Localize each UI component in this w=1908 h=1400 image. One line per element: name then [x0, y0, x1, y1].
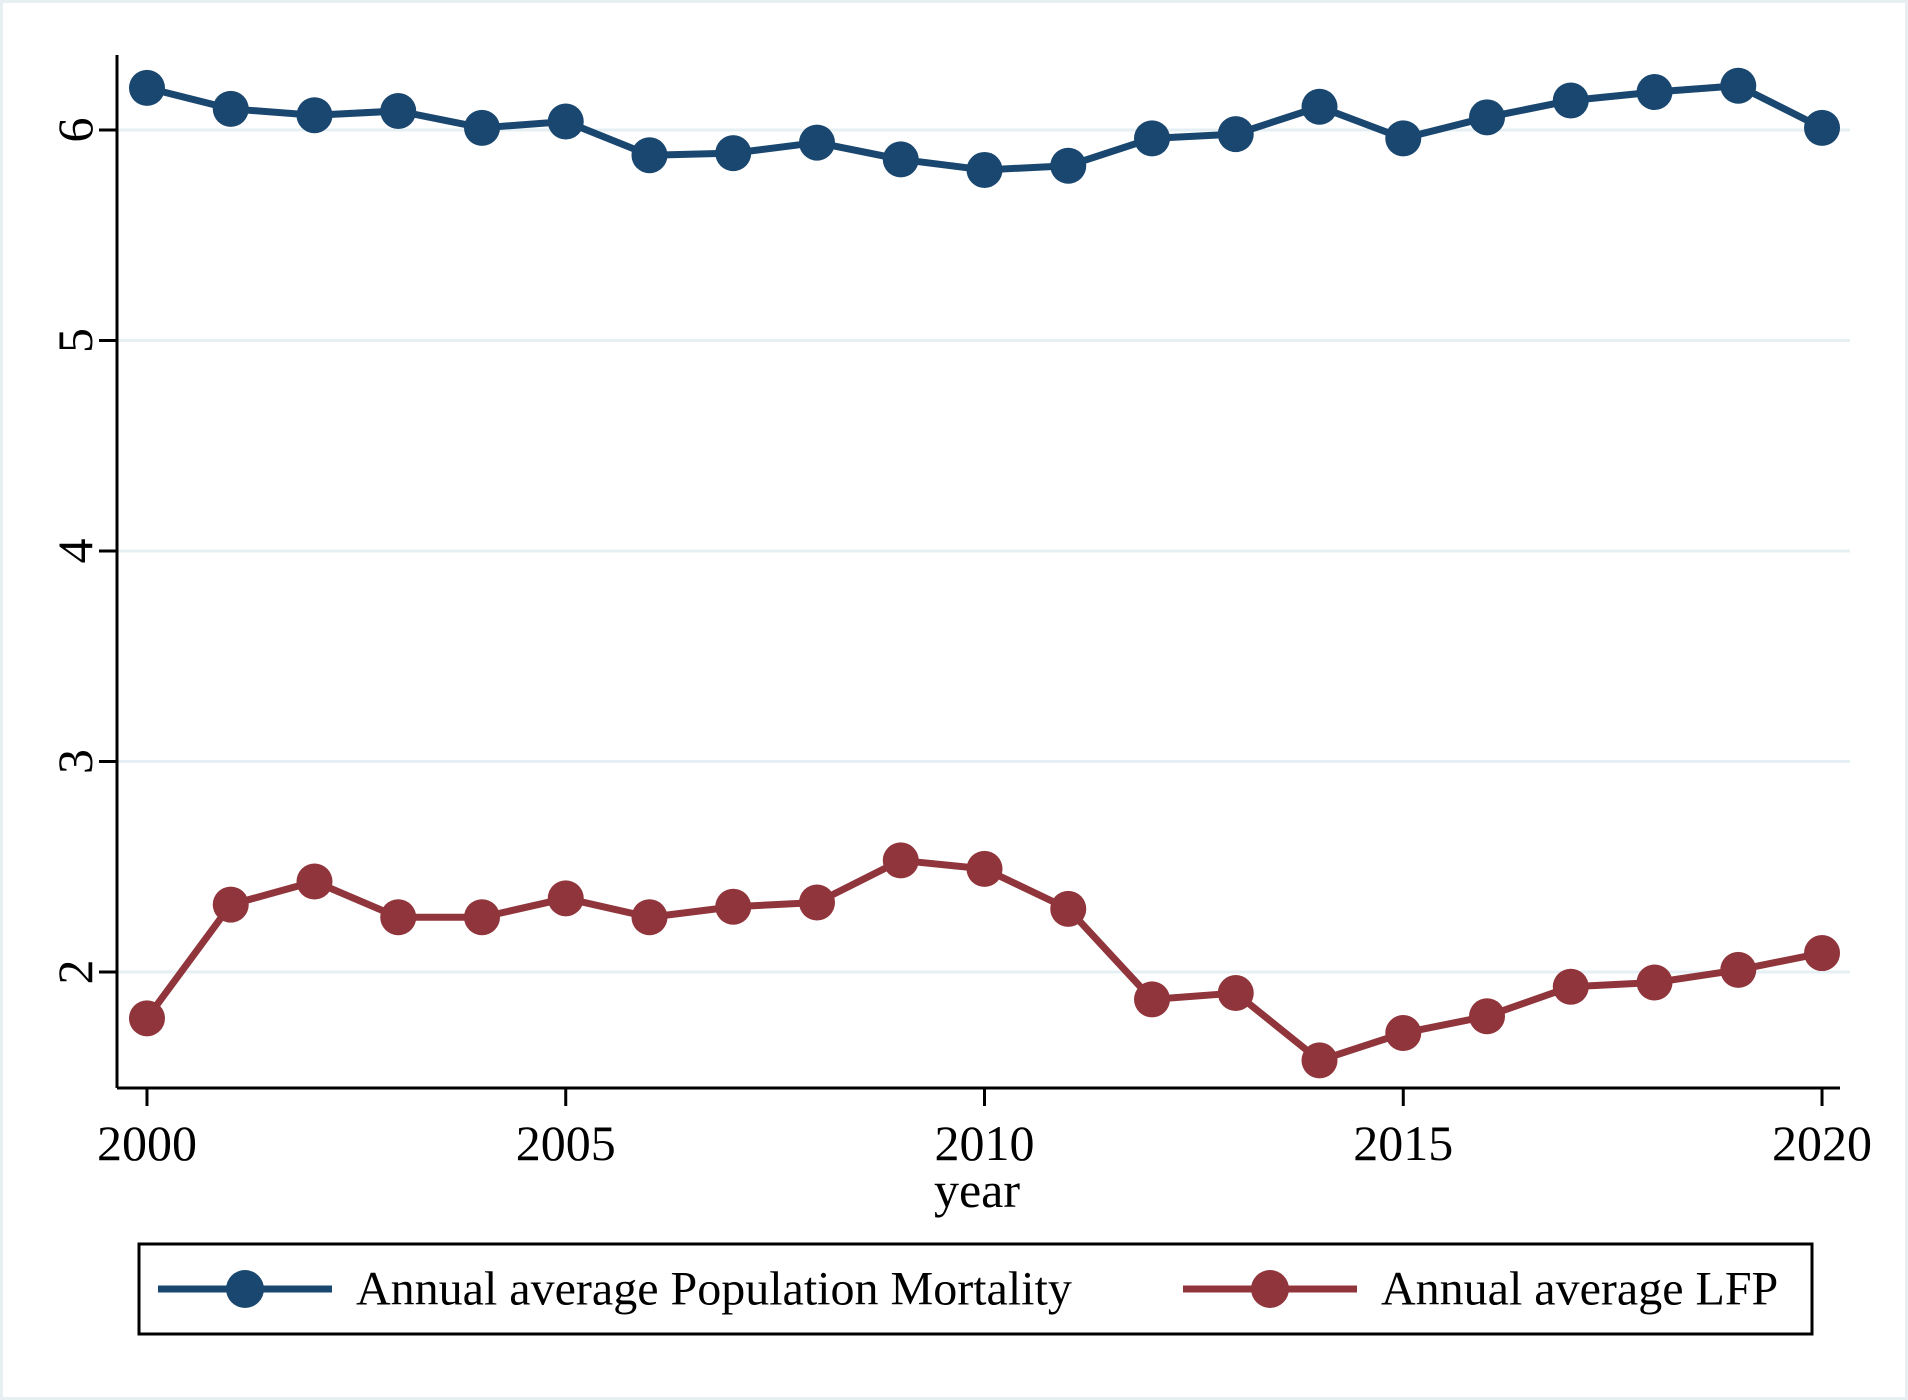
data-point-marker [463, 109, 500, 146]
data-point-marker [1720, 951, 1757, 988]
data-point-marker [715, 135, 752, 172]
data-point-marker [212, 886, 249, 923]
y-tick-label: 6 [47, 117, 103, 142]
data-point-marker [1636, 964, 1673, 1001]
data-point-marker [882, 842, 919, 879]
data-point-marker [715, 888, 752, 925]
data-point-marker [128, 69, 165, 106]
data-point-marker [631, 899, 668, 936]
data-point-marker [1385, 120, 1422, 157]
data-point-marker [212, 90, 249, 127]
legend-marker-population-mortality [226, 1270, 264, 1308]
data-point-marker [1217, 975, 1254, 1012]
data-point-marker [1301, 88, 1338, 125]
y-tick-label: 5 [47, 328, 103, 353]
data-point-marker [631, 137, 668, 174]
legend-label-population-mortality: Annual average Population Mortality [356, 1263, 1072, 1316]
data-point-marker [1050, 890, 1087, 927]
axes [115, 55, 1840, 1090]
data-point-marker [882, 141, 919, 178]
data-point-marker [547, 103, 584, 140]
data-point-marker [463, 899, 500, 936]
y-tick-label: 3 [47, 749, 103, 774]
data-point-marker [128, 1000, 165, 1037]
data-point-marker [1385, 1015, 1422, 1052]
data-point-marker [1050, 147, 1087, 184]
data-series [128, 67, 1841, 1079]
data-point-marker [1804, 935, 1841, 972]
data-point-marker [966, 151, 1003, 188]
x-axis-title: year [934, 1162, 1020, 1218]
x-tick-label: 2005 [516, 1115, 616, 1171]
series-lfp [128, 842, 1841, 1079]
data-point-marker [296, 97, 333, 134]
y-gridlines [117, 128, 1850, 974]
series-population-mortality [128, 67, 1841, 188]
legend-box [137, 1242, 1814, 1336]
data-point-marker [1552, 968, 1589, 1005]
x-tick-label: 2015 [1353, 1115, 1453, 1171]
y-axis-ticks: 2 3 4 5 6 [47, 117, 117, 985]
y-tick-label: 4 [47, 538, 103, 563]
data-point-marker [1301, 1042, 1338, 1079]
data-point-marker [1217, 116, 1254, 153]
x-tick-label: 2010 [935, 1115, 1035, 1171]
data-point-marker [1720, 67, 1757, 104]
data-point-marker [1134, 120, 1171, 157]
data-point-marker [1804, 109, 1841, 146]
data-point-marker [380, 92, 417, 129]
data-point-marker [547, 880, 584, 917]
data-point-marker [380, 899, 417, 936]
x-axis-ticks: 2000 2005 2010 2015 2020 [97, 1088, 1872, 1171]
data-point-marker [1469, 998, 1506, 1035]
data-point-marker [1469, 99, 1506, 136]
x-tick-label: 2000 [97, 1115, 197, 1171]
y-tick-label: 2 [47, 960, 103, 985]
series-line [144, 856, 1823, 1064]
legend-marker-lfp [1251, 1270, 1289, 1308]
data-point-marker [966, 850, 1003, 887]
data-point-marker [799, 124, 836, 161]
data-point-marker [799, 884, 836, 921]
data-point-marker [296, 863, 333, 900]
legend: Annual average Population Mortality Annua… [137, 1242, 1814, 1336]
data-point-marker [1134, 981, 1171, 1018]
data-point-marker [1636, 74, 1673, 111]
data-point-marker [1552, 82, 1589, 119]
legend-label-lfp: Annual average LFP [1381, 1263, 1778, 1316]
x-tick-label: 2020 [1772, 1115, 1872, 1171]
